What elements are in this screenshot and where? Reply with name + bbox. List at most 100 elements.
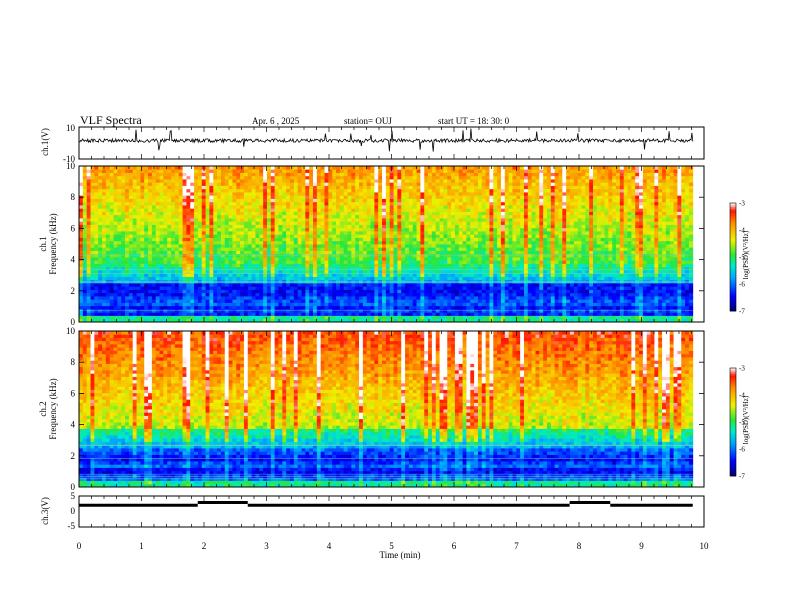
- colorbar-cell: [730, 407, 736, 410]
- colorbar-cell: [730, 474, 736, 477]
- colorbar-cell: [730, 425, 736, 428]
- colorbar-cell: [730, 470, 736, 473]
- colorbar-cell: [730, 248, 736, 251]
- colorbar-cell: [730, 438, 736, 441]
- colorbar-cell: [730, 275, 736, 278]
- ch1-waveform-panel: ch.1(V) 10 -10: [40, 123, 705, 164]
- colorbar-cell: [730, 411, 736, 414]
- colorbar-cell: [730, 224, 736, 227]
- colorbar-cell: [730, 215, 736, 218]
- colorbar-cell: [730, 391, 736, 394]
- colorbar-cell: [730, 266, 736, 269]
- colorbar-cell: [730, 258, 736, 261]
- colorbar-cell: [730, 203, 736, 206]
- colorbar-cell: [730, 400, 736, 403]
- colorbar-cell: [730, 393, 736, 396]
- colorbar-cell: [730, 296, 736, 299]
- colorbar-tick-label: -5: [739, 254, 745, 262]
- colorbar-cell: [730, 373, 736, 376]
- colorbar-cell: [730, 221, 736, 224]
- ch1-frequency-ylabel: Frequency (kHz): [48, 213, 58, 274]
- colorbar-cell: [730, 307, 736, 310]
- colorbar-cell: [730, 206, 736, 209]
- colorbar-cell: [730, 303, 736, 306]
- colorbar-tick-label: -6: [739, 281, 745, 289]
- ch1-ytick-top: 10: [66, 123, 76, 133]
- colorbar-cell: [730, 262, 736, 265]
- colorbar-cell: [730, 429, 736, 432]
- colorbar-cell: [730, 413, 736, 416]
- colorbar-cell: [730, 454, 736, 457]
- time-axis: Time (min) 0 1 2 3 4 5 6 7 8 9 10: [77, 541, 709, 560]
- time-axis-label: Time (min): [380, 550, 421, 560]
- colorbar-cell: [730, 405, 736, 408]
- colorbar-cell: [730, 420, 736, 423]
- colorbar-cell: [730, 239, 736, 242]
- colorbar-cell: [730, 382, 736, 385]
- colorbar-cell: [730, 368, 736, 371]
- colorbar-cell: [730, 414, 736, 417]
- colorbar-tick-label: -3: [739, 200, 745, 208]
- colorbar-cell: [730, 472, 736, 475]
- colorbar-cell: [730, 233, 736, 236]
- colorbar-cell: [730, 219, 736, 222]
- colorbar-cell: [730, 445, 736, 448]
- colorbar-cell: [730, 280, 736, 283]
- colorbar-cell: [730, 384, 736, 387]
- ch2-frequency-ylabel: Frequency (kHz): [48, 378, 58, 439]
- time-tick-label: 4: [327, 541, 332, 551]
- colorbar-tick-label: -6: [739, 446, 745, 454]
- ch1-spectrogram-panel: ch.1 Frequency (kHz) 0 2 4 6 8 10: [38, 161, 705, 327]
- colorbar-cell: [730, 285, 736, 288]
- colorbar-cell: [730, 273, 736, 276]
- ch2-colorbar: log(PSD)(V²/Hz) -3 -4 -5 -6 -7: [729, 365, 750, 481]
- ch1-panel-label: ch.1: [38, 236, 48, 251]
- date-label: Apr. 6 , 2025: [252, 116, 300, 126]
- time-tick-label: 2: [202, 541, 207, 551]
- colorbar-cell: [730, 461, 736, 464]
- ch1-waveform-line: [78, 128, 694, 152]
- colorbar-cell: [730, 257, 736, 260]
- freq-tick-label: 0: [71, 482, 76, 492]
- station-label: station= OUJ: [344, 116, 392, 126]
- start-time-label: start UT = 18: 30: 0: [438, 116, 510, 126]
- ch3-ytick-top: 5: [71, 491, 76, 501]
- colorbar-cell: [730, 298, 736, 301]
- colorbar-cell: [730, 409, 736, 412]
- colorbar-cell: [730, 226, 736, 229]
- colorbar-cell: [730, 468, 736, 471]
- colorbar-cell: [730, 289, 736, 292]
- colorbar-cell: [730, 242, 736, 245]
- colorbar-cell: [730, 294, 736, 297]
- colorbar-cell: [730, 432, 736, 435]
- colorbar-cell: [730, 300, 736, 303]
- colorbar-cell: [730, 402, 736, 405]
- colorbar-cell: [730, 447, 736, 450]
- colorbar-cell: [730, 244, 736, 247]
- colorbar-cell: [730, 302, 736, 305]
- colorbar-cell: [730, 267, 736, 270]
- colorbar-tick-label: -4: [739, 227, 745, 235]
- time-tick-label: 10: [700, 541, 710, 551]
- colorbar-cell: [730, 269, 736, 272]
- colorbar-cell: [730, 378, 736, 381]
- colorbar-cell: [730, 434, 736, 437]
- colorbar-cell: [730, 282, 736, 285]
- time-tick-label: 3: [264, 541, 269, 551]
- colorbar-cell: [730, 276, 736, 279]
- colorbar-cell: [730, 309, 736, 312]
- colorbar-cell: [730, 396, 736, 399]
- colorbar-cell: [730, 287, 736, 290]
- ch3-volt-ylabel: ch.3(V): [40, 497, 50, 525]
- freq-tick-label: 10: [66, 161, 76, 171]
- time-tick-label: 7: [514, 541, 519, 551]
- colorbar-cell: [730, 208, 736, 211]
- time-tick-label: 9: [639, 541, 644, 551]
- colorbar-cell: [730, 389, 736, 392]
- colorbar-cell: [730, 291, 736, 294]
- colorbar-cell: [730, 235, 736, 238]
- spectrogram-cells: [79, 166, 694, 323]
- colorbar-cell: [730, 264, 736, 267]
- colorbar-cell: [730, 443, 736, 446]
